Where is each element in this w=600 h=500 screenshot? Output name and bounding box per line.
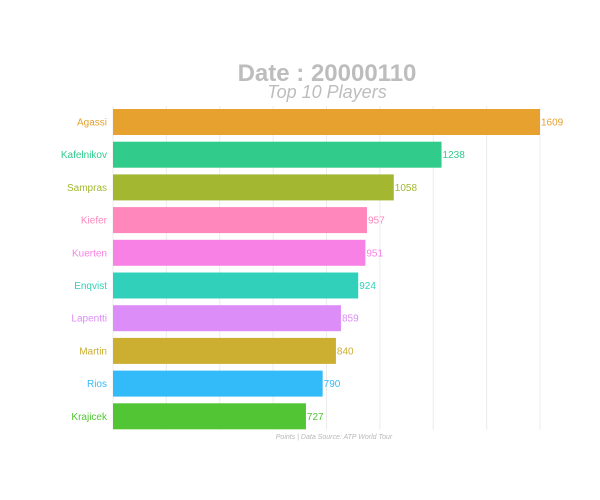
category-label: Martin xyxy=(79,346,107,357)
category-label: Lapentti xyxy=(71,314,107,325)
chart-title: Date : 20000110 xyxy=(238,60,417,87)
value-label: 924 xyxy=(359,281,376,292)
category-label: Agassi xyxy=(77,118,107,129)
chart-caption: Points | Data Source: ATP World Tour xyxy=(276,434,393,441)
value-label: 1058 xyxy=(395,183,418,194)
chart-subtitle: Top 10 Players xyxy=(267,82,386,102)
bar-kuerten xyxy=(113,239,366,266)
category-label: Kuerten xyxy=(72,248,107,259)
category-label: Kiefer xyxy=(81,216,108,227)
category-label: Rios xyxy=(87,379,107,390)
value-label: 840 xyxy=(337,346,354,357)
value-label: 1609 xyxy=(541,118,564,129)
bar-krajicek xyxy=(113,403,306,430)
bar-kafelnikov xyxy=(113,141,442,168)
value-label: 727 xyxy=(307,412,324,423)
bar-kiefer xyxy=(113,207,367,234)
value-label: 951 xyxy=(366,248,383,259)
bar-martin xyxy=(113,337,336,364)
bar-lapentti xyxy=(113,305,341,332)
bar-sampras xyxy=(113,174,394,201)
category-label: Enqvist xyxy=(74,281,107,292)
bar-agassi xyxy=(113,109,540,135)
bar-enqvist xyxy=(113,272,359,299)
category-label: Sampras xyxy=(67,183,107,194)
value-label: 957 xyxy=(368,216,385,227)
bars-group: Agassi 1609 Kafelnikov 1238 Sampras 1058 Kiefe… xyxy=(61,109,564,430)
value-label: 790 xyxy=(324,379,341,390)
value-label: 1238 xyxy=(443,150,466,161)
value-label: 859 xyxy=(342,314,359,325)
category-label: Kafelnikov xyxy=(61,150,107,161)
bar-rios xyxy=(113,370,323,397)
category-label: Krajicek xyxy=(71,412,108,423)
